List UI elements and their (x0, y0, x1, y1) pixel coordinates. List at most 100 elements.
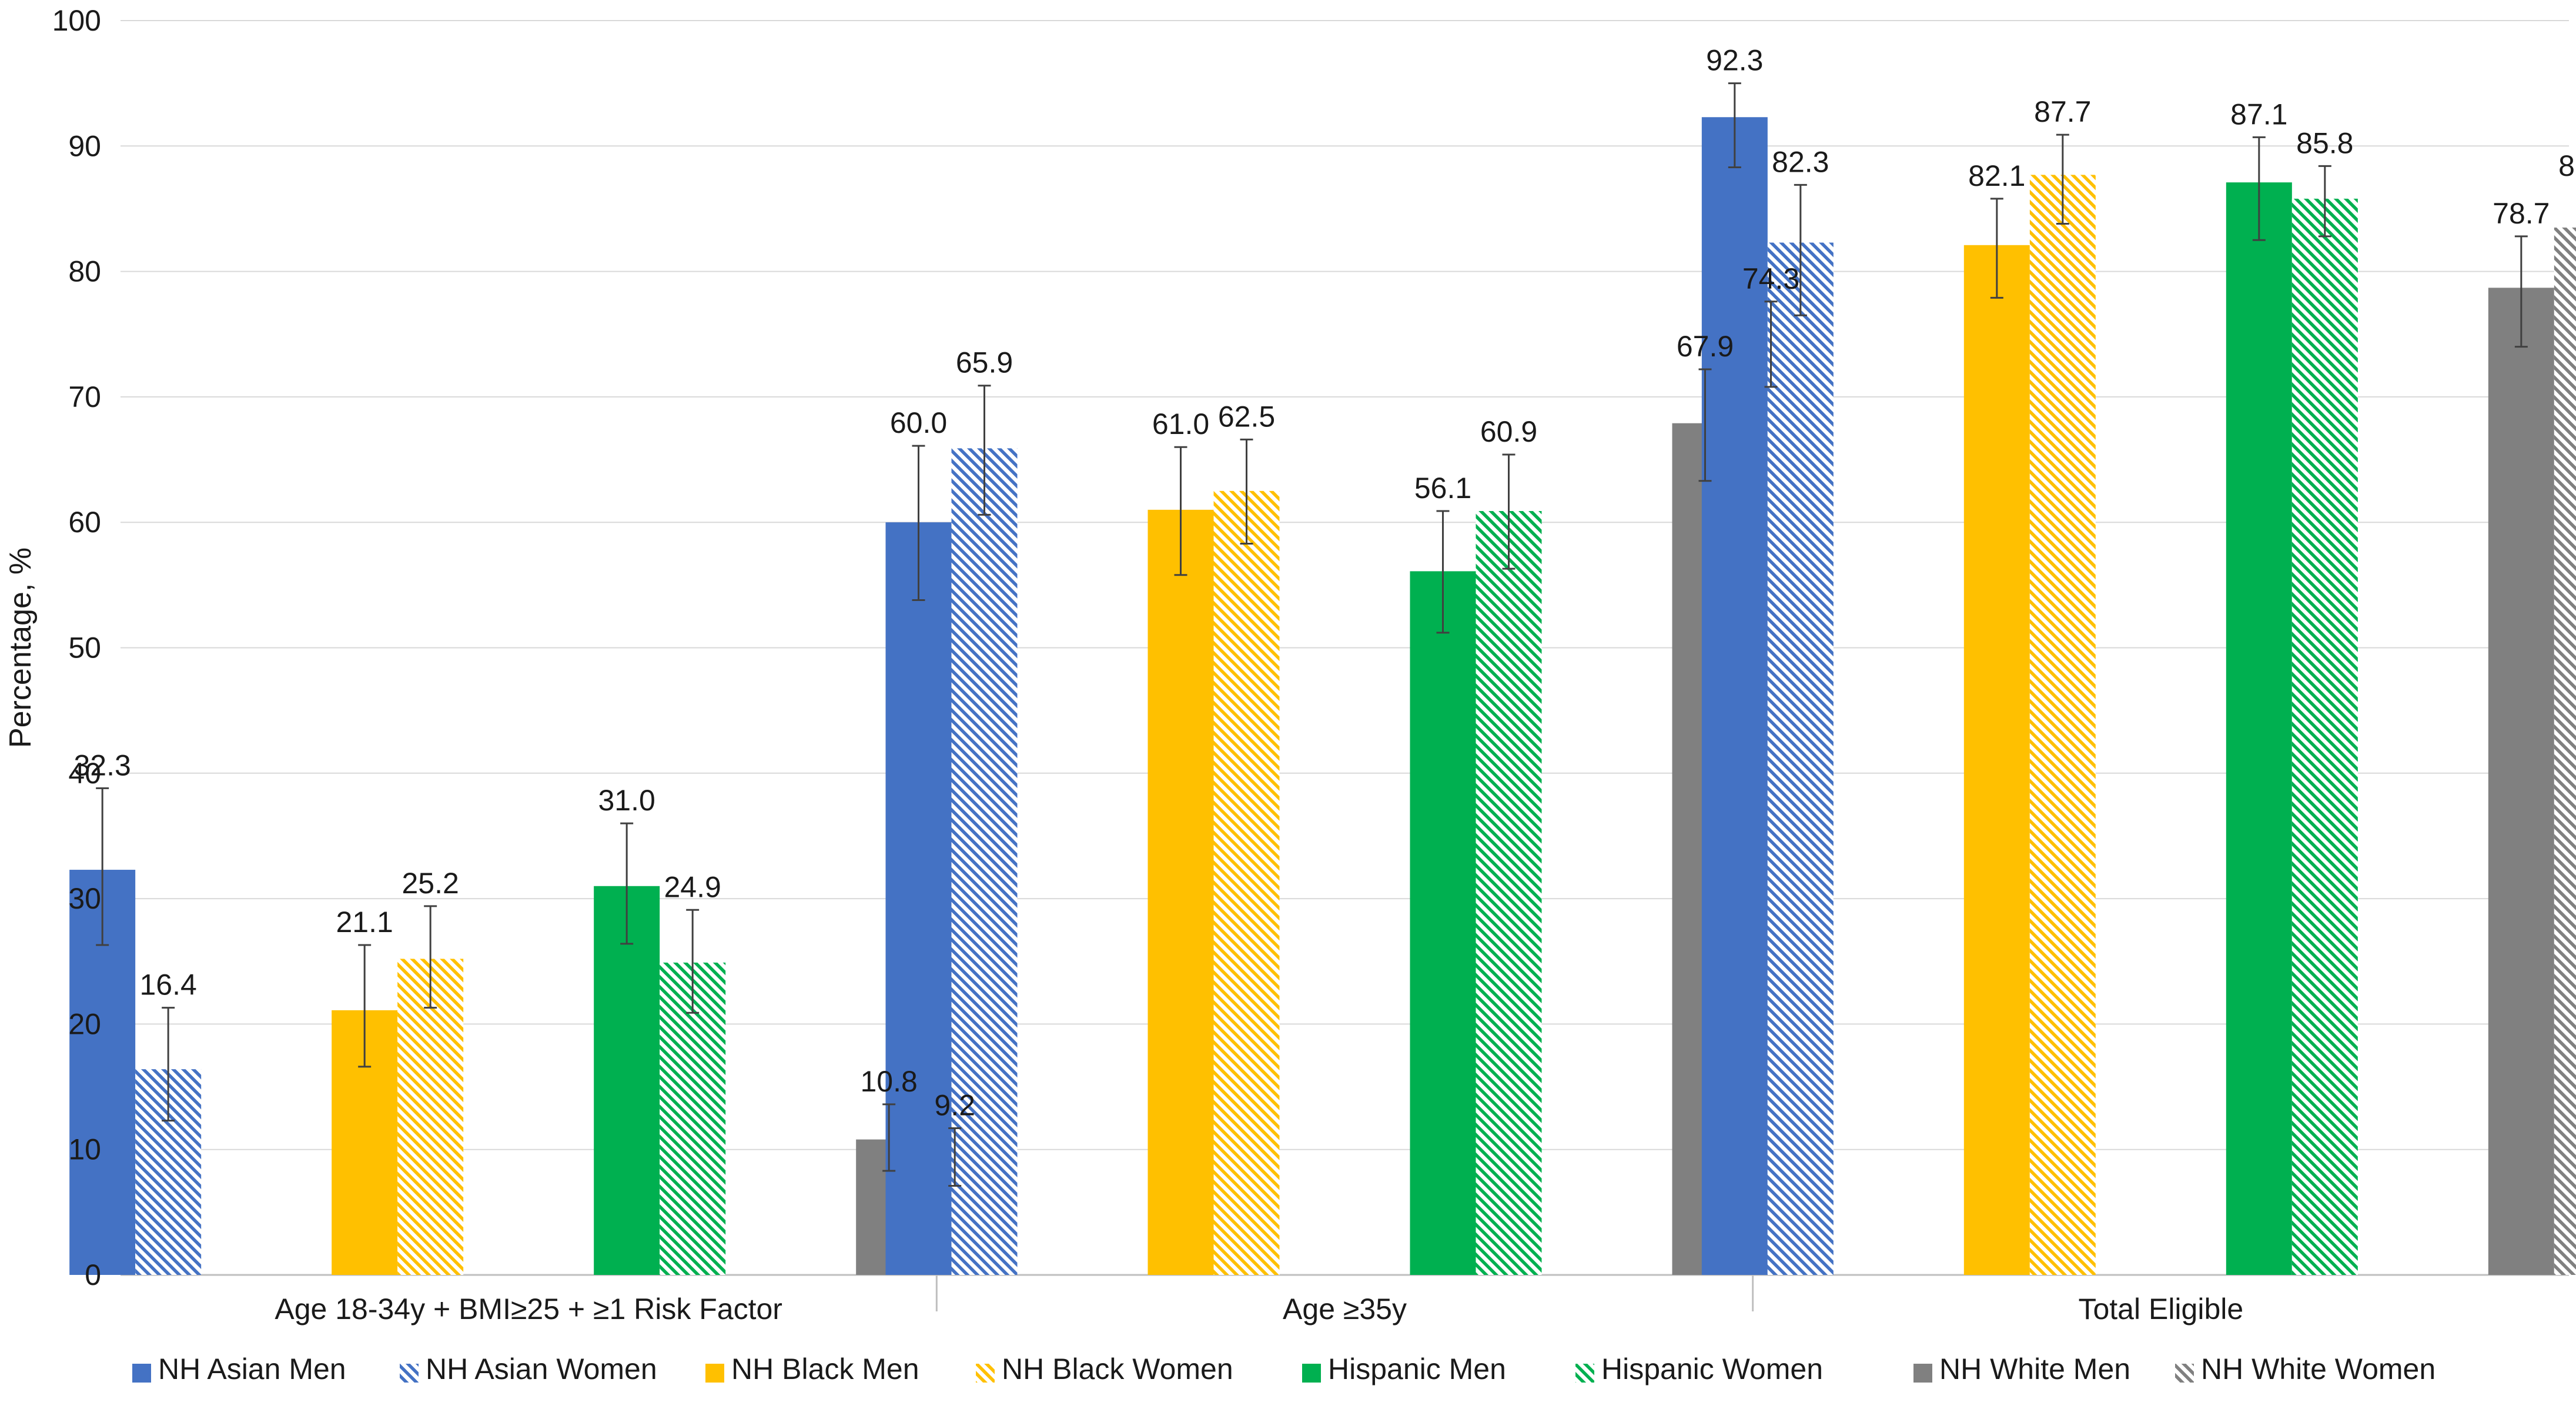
data-label: 85.8 (2296, 126, 2353, 159)
legend-swatch (132, 1364, 151, 1383)
legend-item: NH White Men (1913, 1353, 2130, 1385)
y-tick-label: 70 (68, 380, 101, 413)
legend-item: NH Asian Men (132, 1353, 346, 1385)
data-labels: 32.3 16.4 21.1 25.2 31.0 24.9 10.8 9.2 60.0 65.9 6… (74, 44, 2576, 1122)
y-tick-label: 10 (68, 1133, 101, 1166)
error-bar (162, 1007, 175, 1122)
y-tick-label: 0 (85, 1258, 101, 1291)
data-label: 82.1 (1968, 159, 2025, 192)
error-bar (1502, 453, 1516, 570)
error-bar (686, 909, 700, 1014)
error-bar (2252, 136, 2266, 241)
error-bar (1764, 301, 1778, 388)
legend-label: NH White Men (1939, 1353, 2130, 1385)
legend-item: Hispanic Women (1575, 1353, 1823, 1385)
y-axis-title: Percentage, % (4, 547, 38, 748)
gridlines (121, 20, 2569, 1276)
x-category-label: Age 18-34y + BMI≥25 + ≥1 Risk Factor (275, 1293, 782, 1325)
legend-label: Hispanic Men (1328, 1353, 1506, 1385)
data-label: 60.0 (890, 406, 947, 439)
error-bar (2318, 165, 2331, 238)
data-label: 9.2 (934, 1089, 975, 1121)
error-bar (1436, 510, 1450, 634)
data-label: 10.8 (861, 1065, 918, 1098)
error-bar (912, 445, 925, 601)
x-category-label: Age ≥35y (1283, 1293, 1407, 1325)
legend-item: NH Asian Women (400, 1353, 657, 1385)
bar-nh-black-men (1148, 509, 1214, 1275)
error-bar (620, 822, 634, 945)
error-bar (1698, 368, 1712, 482)
data-label: 78.7 (2493, 197, 2550, 230)
bar-nh-black-women (1213, 490, 1280, 1275)
bars (69, 117, 2576, 1276)
data-label: 87.1 (2230, 98, 2287, 131)
legend-swatch (705, 1364, 724, 1383)
legend-label: NH Black Women (1002, 1353, 1233, 1385)
data-label: 16.4 (140, 969, 197, 1001)
error-bar (96, 787, 109, 946)
data-label: 67.9 (1677, 330, 1734, 363)
error-bars (96, 82, 2528, 1187)
y-tick-label: 80 (68, 255, 101, 288)
x-category-label: Total Eligible (2078, 1293, 2243, 1325)
legend-item: NH Black Women (976, 1353, 1233, 1385)
legend-swatch (1302, 1364, 1321, 1383)
error-bar (2056, 133, 2069, 225)
legend-swatch (976, 1364, 995, 1383)
y-tick-label: 20 (68, 1007, 101, 1040)
error-bar (1240, 438, 1253, 545)
legend-label: NH Asian Men (158, 1353, 346, 1385)
legend-item: NH Black Men (705, 1353, 919, 1385)
error-bar (1794, 183, 1807, 316)
legend-label: NH Asian Women (426, 1353, 657, 1385)
bar-nh-white-men (2488, 288, 2554, 1276)
y-tick-label: 90 (68, 129, 101, 162)
legend-swatch (2175, 1364, 2194, 1383)
legend-swatch (1913, 1364, 1932, 1383)
data-label: 65.9 (956, 346, 1013, 379)
error-bar (1728, 82, 1741, 169)
legend-label: NH Black Men (731, 1353, 919, 1385)
bar-hispanic-men (2226, 182, 2292, 1276)
bar-nh-black-men (1963, 245, 2030, 1275)
data-label: 74.3 (1742, 262, 1799, 295)
bar-hispanic-men (1410, 571, 1476, 1276)
y-tick-label: 100 (52, 4, 101, 37)
error-bar (1990, 198, 2003, 299)
bar-hispanic-men (594, 886, 660, 1275)
bar-nh-black-women (397, 959, 464, 1275)
legend-label: NH White Women (2201, 1353, 2436, 1385)
data-label: 56.1 (1414, 472, 1471, 505)
bar-nh-asian-men (1701, 117, 1768, 1276)
y-tick-label: 40 (68, 757, 101, 790)
legend-item: Hispanic Men (1302, 1353, 1506, 1385)
bar-nh-asian-women (951, 448, 1018, 1275)
legend: NH Asian Men NH Asian Women NH Black Men NH… (132, 1353, 2436, 1385)
data-label: 60.9 (1480, 415, 1537, 448)
error-bar (424, 905, 437, 1009)
legend-label: Hispanic Women (1601, 1353, 1823, 1385)
error-bar (978, 385, 991, 516)
data-label: 21.1 (336, 906, 393, 939)
bar-nh-asian-women (1767, 242, 1834, 1275)
bar-hispanic-women (1476, 511, 1542, 1276)
y-tick-label: 60 (68, 506, 101, 539)
error-bar (2514, 235, 2528, 348)
legend-item: NH White Women (2175, 1353, 2436, 1385)
data-label: 62.5 (1218, 400, 1275, 433)
error-bar (882, 1103, 896, 1172)
bar-nh-black-women (2029, 175, 2096, 1275)
data-label: 31.0 (598, 784, 655, 817)
axes: 0 10 20 30 40 50 60 70 80 90 100 Percentage, % Age 1… (4, 4, 2243, 1325)
data-label: 25.2 (402, 867, 459, 900)
data-label: 92.3 (1706, 44, 1763, 77)
bar-nh-white-women (2554, 227, 2576, 1275)
data-label: 32.3 (74, 749, 131, 782)
bar-nh-asian-men (885, 522, 952, 1276)
y-tick-label: 50 (68, 632, 101, 665)
y-tick-label: 30 (68, 882, 101, 915)
error-bar (358, 944, 372, 1068)
